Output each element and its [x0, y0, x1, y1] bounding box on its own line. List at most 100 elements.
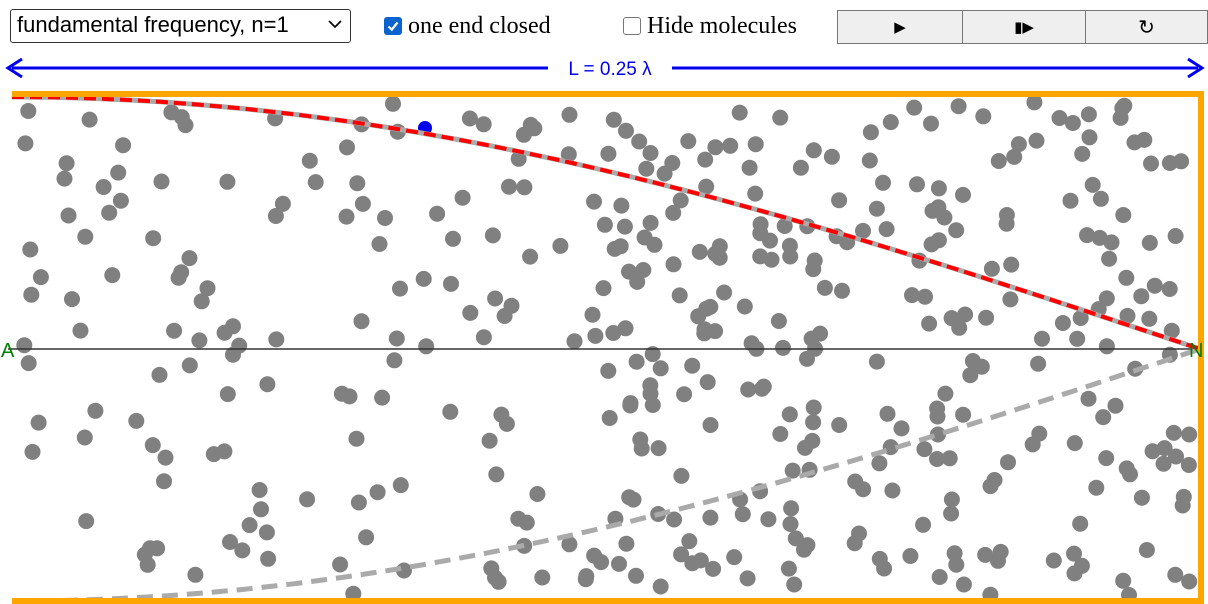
molecule	[72, 322, 89, 339]
molecule	[350, 494, 367, 511]
molecule	[354, 195, 371, 212]
molecule	[906, 99, 923, 116]
molecule	[902, 548, 919, 564]
molecule	[338, 208, 355, 225]
molecule	[1103, 234, 1120, 251]
molecule	[454, 189, 471, 206]
molecule	[711, 238, 728, 255]
molecule	[622, 397, 639, 414]
molecule	[1141, 234, 1158, 251]
molecule	[747, 136, 764, 153]
molecule	[665, 204, 682, 221]
molecule	[1066, 545, 1082, 562]
molecule	[642, 145, 659, 161]
molecule	[115, 137, 132, 154]
molecule	[481, 432, 498, 449]
play-button[interactable]: ▶	[837, 10, 963, 44]
molecule	[1080, 390, 1097, 407]
molecule	[1133, 489, 1150, 506]
molecule	[333, 385, 350, 402]
molecule	[1074, 145, 1091, 162]
molecule	[948, 222, 965, 239]
molecule	[258, 524, 275, 541]
molecule	[617, 320, 634, 337]
one-end-closed-checkbox[interactable]	[384, 17, 402, 35]
molecule	[1088, 479, 1105, 496]
molecule	[861, 152, 878, 169]
molecule	[656, 165, 673, 182]
molecule	[797, 439, 813, 456]
hide-molecules-checkbox[interactable]	[623, 17, 641, 35]
molecule	[904, 287, 920, 304]
reset-icon: ↻	[1138, 15, 1155, 39]
molecule	[1181, 573, 1198, 590]
molecule	[783, 500, 800, 517]
molecule	[930, 180, 947, 197]
molecule	[1081, 129, 1098, 146]
molecule	[1163, 322, 1180, 339]
molecule	[241, 517, 258, 534]
molecule	[734, 506, 751, 523]
molecule	[442, 403, 459, 420]
molecule	[32, 269, 49, 286]
molecule	[20, 355, 37, 372]
molecule	[60, 207, 77, 224]
molecule	[1098, 338, 1115, 355]
molecule	[635, 262, 652, 278]
molecule	[493, 406, 510, 423]
molecule	[752, 248, 769, 265]
molecule	[58, 155, 75, 172]
molecule	[1098, 290, 1115, 307]
molecule	[705, 560, 722, 577]
molecule	[917, 288, 933, 305]
molecule	[702, 509, 719, 526]
molecule	[1098, 450, 1115, 467]
molecule	[268, 331, 285, 348]
molecule	[741, 159, 758, 176]
length-label: L = 0.25 λ	[568, 59, 652, 80]
molecule	[943, 491, 960, 508]
molecule	[1107, 397, 1124, 414]
molecule	[743, 335, 760, 352]
molecule	[1168, 448, 1184, 465]
molecule	[957, 306, 974, 323]
molecule	[978, 309, 995, 326]
molecule	[772, 109, 789, 126]
molecule	[1026, 94, 1043, 111]
molecule	[673, 467, 690, 484]
molecule	[157, 449, 174, 466]
molecule	[388, 330, 405, 347]
molecule	[799, 350, 815, 367]
molecule	[799, 537, 816, 554]
molecule	[374, 389, 391, 406]
molecule	[916, 441, 933, 458]
tube-canvas: L = 0.25 λ A N	[1, 57, 1205, 604]
molecule	[1156, 440, 1173, 457]
molecule	[698, 178, 715, 195]
molecule	[358, 529, 375, 546]
molecule	[1031, 425, 1048, 442]
mode-select[interactable]: fundamental frequency, n=1	[10, 9, 351, 43]
molecule	[1165, 424, 1182, 441]
antinode-label: A	[1, 340, 15, 362]
molecule	[461, 110, 478, 127]
molecule	[871, 455, 888, 472]
reset-button[interactable]: ↻	[1085, 10, 1208, 44]
molecule	[193, 293, 210, 310]
molecule	[1167, 228, 1184, 244]
step-button[interactable]: ▮▶	[962, 10, 1086, 44]
molecule	[955, 406, 972, 423]
molecule	[780, 560, 797, 577]
molecule	[1167, 566, 1184, 583]
molecule	[128, 412, 145, 429]
molecule	[1155, 455, 1172, 472]
molecule	[606, 240, 623, 257]
molecule	[222, 534, 238, 550]
molecule	[1003, 256, 1020, 273]
molecule	[673, 546, 690, 563]
one-end-closed-option[interactable]: one end closed	[384, 11, 551, 41]
molecule	[170, 269, 187, 286]
molecule	[805, 414, 822, 431]
molecule	[1028, 132, 1045, 149]
hide-molecules-option[interactable]: Hide molecules	[623, 11, 797, 41]
